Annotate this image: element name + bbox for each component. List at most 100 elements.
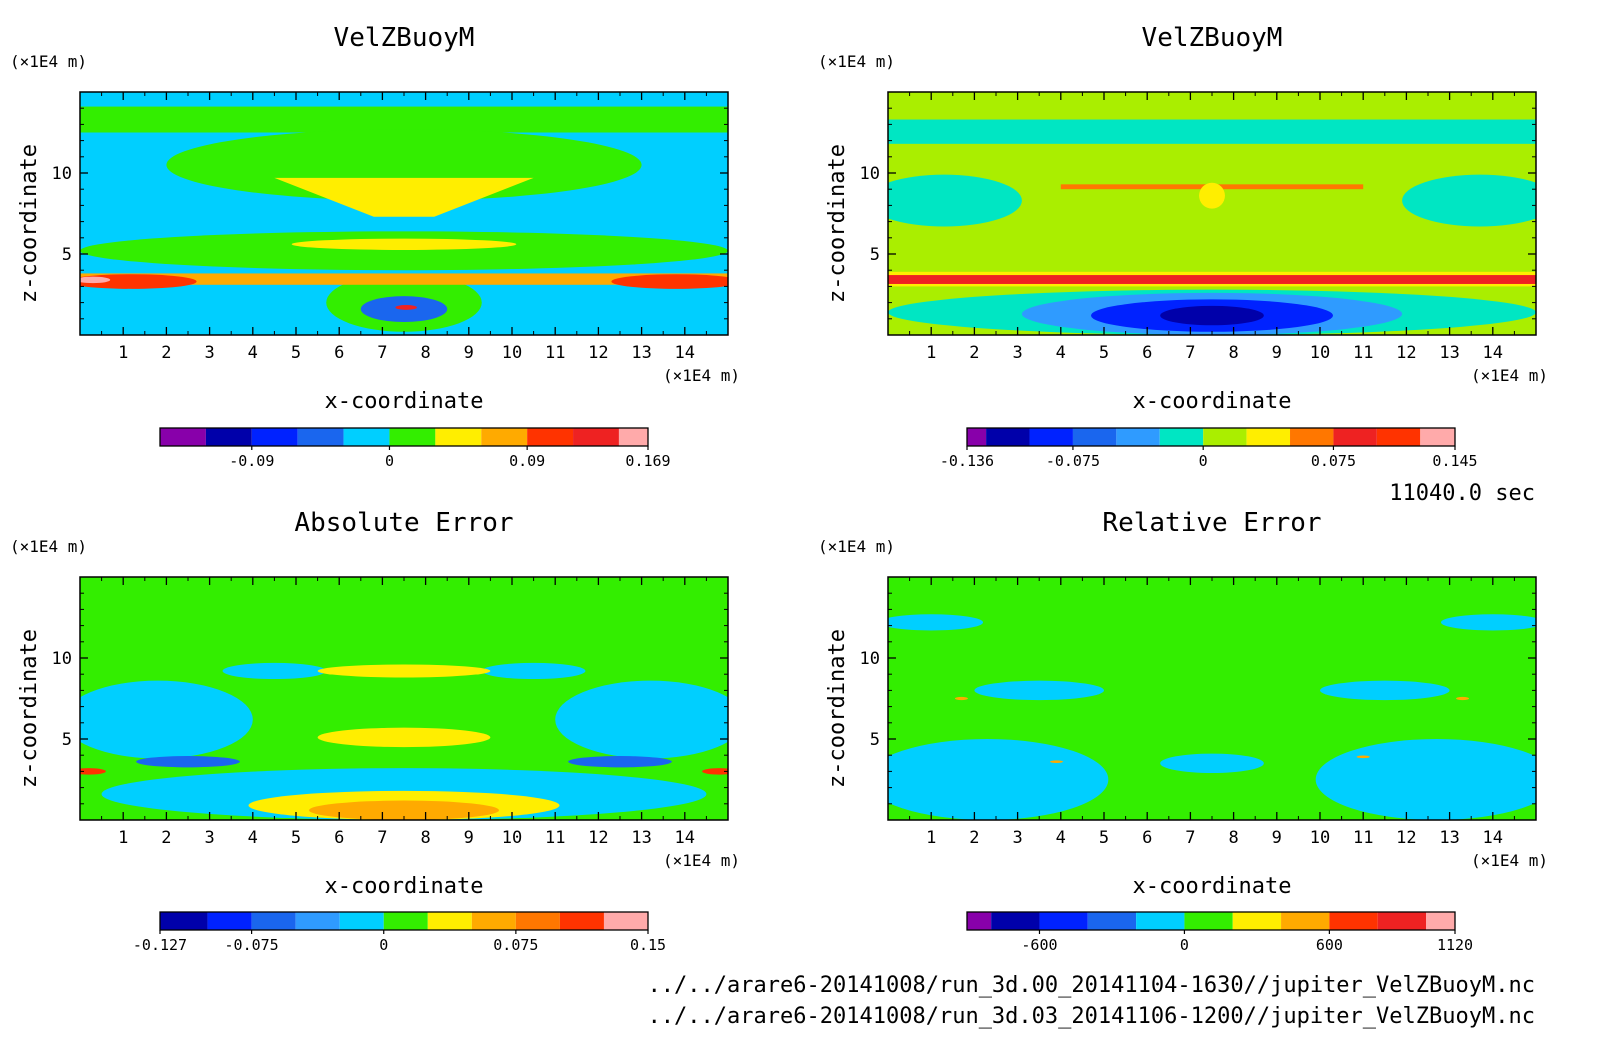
colorbar-swatch (435, 428, 482, 446)
colorbar-swatch (481, 428, 528, 446)
file-path-2: ../../arare6-20141008/run_3d.03_20141106… (648, 1004, 1535, 1029)
x-tick-label: 10 (502, 828, 522, 848)
colorbar-tick-label: -0.075 (225, 936, 279, 954)
colorbar-swatch (207, 912, 252, 930)
x-tick-label: 8 (1228, 828, 1238, 848)
x-tick-label: 13 (1439, 828, 1459, 848)
colorbar-tick-label: -0.136 (940, 452, 994, 470)
contour-region (274, 177, 534, 217)
colorbar-tick-label: 600 (1316, 936, 1343, 954)
colorbar-swatch (1333, 428, 1377, 446)
colorbar-swatch (251, 428, 298, 446)
contour-region (1440, 614, 1536, 631)
colorbar-swatch (515, 912, 560, 930)
run-time-label: 11040.0 sec (1389, 481, 1535, 506)
x-tick-label: 1 (118, 343, 128, 363)
x-tick-label: 3 (1012, 828, 1022, 848)
colorbar-tick-label: 0 (1180, 936, 1189, 954)
colorbar-swatch (1203, 428, 1247, 446)
colorbar-tick-label: 1120 (1437, 936, 1473, 954)
colorbar-swatch (383, 912, 428, 930)
colorbar-swatch (1087, 912, 1137, 930)
colorbar-swatch (297, 428, 344, 446)
z-axis-label: z-coordinate (17, 629, 42, 788)
colorbar-frame (159, 911, 649, 931)
x-tick-label: 9 (464, 828, 474, 848)
colorbar-tick-label: 0.075 (493, 936, 538, 954)
colorbar-swatch (343, 428, 390, 446)
colorbar: -0.09 0 0.09 0.169 (159, 427, 671, 470)
x-tick-label: 11 (1353, 828, 1373, 848)
contour-region (954, 696, 968, 701)
colorbar-swatch (991, 912, 1040, 930)
x-tick-label: 8 (420, 343, 430, 363)
x-tick-label: 9 (464, 343, 474, 363)
colorbar-tick-label: 0 (1199, 452, 1208, 470)
z-unit-label: (×1E4 m) (10, 52, 87, 71)
colorbar-swatch (967, 912, 992, 930)
x-tick-label: 12 (1396, 828, 1416, 848)
x-tick-label: 1 (926, 343, 936, 363)
x-tick-label: 1 (926, 828, 936, 848)
z-unit-label: (×1E4 m) (10, 537, 87, 556)
z-tick-label: 10 (860, 164, 880, 184)
x-tick-label: 14 (1483, 343, 1503, 363)
contour-region (1315, 739, 1536, 820)
colorbar-swatch (427, 912, 472, 930)
x-tick-label: 9 (1272, 828, 1282, 848)
contour-region (888, 174, 1022, 227)
contour-region (702, 768, 728, 775)
x-axis-label: x-coordinate (1133, 874, 1292, 899)
chart-title: VelZBuoyM (334, 23, 475, 53)
x-tick-label: 6 (334, 343, 344, 363)
colorbar-swatch (1246, 428, 1291, 446)
colorbar-swatch (618, 428, 648, 446)
contour-region (308, 800, 500, 820)
contour-region (80, 274, 197, 289)
x-axis-label: x-coordinate (325, 389, 484, 414)
x-tick-label: 12 (1396, 343, 1416, 363)
x-tick-label: 11 (545, 828, 565, 848)
contour-region (80, 276, 111, 284)
colorbar-swatch (559, 912, 604, 930)
colorbar-tick-label: -0.09 (229, 452, 274, 470)
contour-region (1199, 182, 1225, 209)
x-tick-label: 11 (1353, 343, 1373, 363)
chart-title: Relative Error (1102, 508, 1321, 538)
colorbar-tick-label: 0.145 (1432, 452, 1477, 470)
colorbar-tick-label: -0.127 (133, 936, 187, 954)
colorbar-swatch (251, 912, 296, 930)
colorbar-swatch (573, 428, 619, 446)
colorbar-swatch (1232, 912, 1282, 930)
colorbar-swatch (1281, 912, 1330, 930)
colorbar-swatch (1184, 912, 1233, 930)
contour-region (136, 756, 240, 768)
contour-region (1160, 305, 1264, 326)
x-tick-label: 3 (1012, 343, 1022, 363)
colorbar-swatch (1072, 428, 1117, 446)
chart-title: VelZBuoyM (1142, 23, 1283, 53)
x-tick-label: 13 (1439, 343, 1459, 363)
x-tick-label: 11 (545, 343, 565, 363)
colorbar-tick-label: 0.15 (630, 936, 666, 954)
colorbar-tick-label: 0.169 (625, 452, 670, 470)
colorbar-swatch (986, 428, 1030, 446)
x-unit-label: (×1E4 m) (663, 851, 740, 870)
colorbar-swatch (1039, 912, 1088, 930)
colorbar-swatch (1377, 912, 1427, 930)
colorbar-frame (159, 427, 649, 447)
colorbar-tick-label: 0.09 (509, 452, 545, 470)
contour-region (80, 768, 106, 775)
x-tick-label: 3 (204, 343, 214, 363)
colorbar-swatch (1136, 912, 1185, 930)
colorbar-swatch (1426, 912, 1455, 930)
colorbar-swatch (471, 912, 516, 930)
x-tick-label: 14 (1483, 828, 1503, 848)
x-tick-label: 4 (248, 343, 258, 363)
colorbar: -0.127 -0.075 0 0.075 0.15 (133, 911, 666, 954)
x-tick-label: 13 (631, 828, 651, 848)
contour-region (568, 756, 672, 768)
contour-region (1456, 696, 1470, 701)
